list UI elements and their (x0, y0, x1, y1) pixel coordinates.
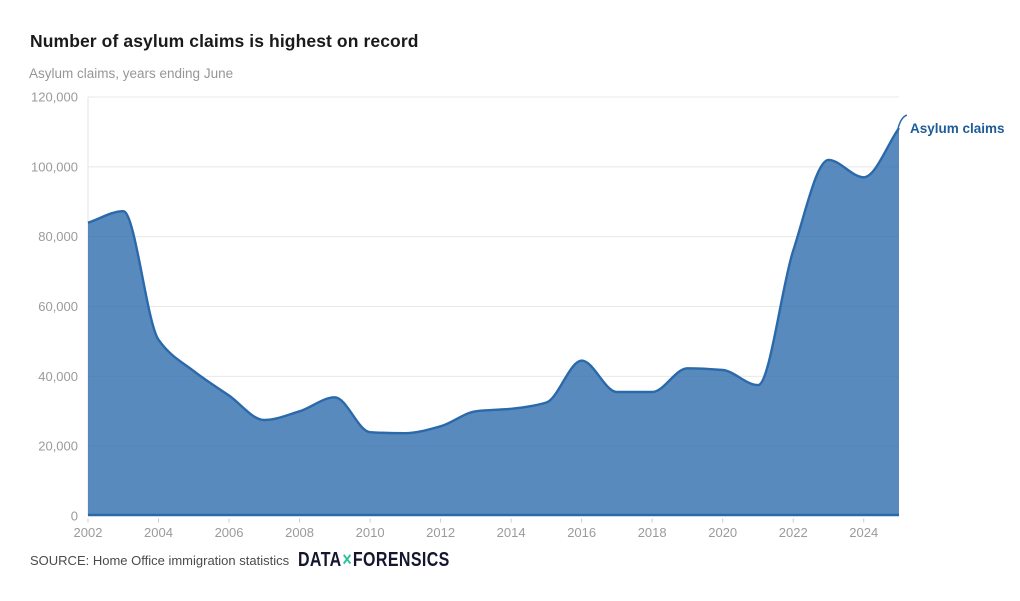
logo-x-icon: × (342, 548, 353, 571)
source-text: SOURCE: Home Office immigration statisti… (30, 552, 290, 568)
logo-forensics-word: FORENSICS (353, 548, 450, 571)
x-axis-tick-label: 2016 (567, 525, 596, 540)
x-axis-tick-label: 2008 (285, 525, 314, 540)
y-axis-tick-label: 40,000 (38, 369, 78, 384)
x-axis-ticks (87, 518, 865, 523)
y-axis-tick-label: 120,000 (31, 90, 78, 105)
series-line (87, 127, 900, 435)
y-axis-tick-label: 0 (71, 509, 78, 524)
x-axis-tick-label: 2024 (849, 525, 878, 540)
y-axis-tick-label: 80,000 (38, 229, 78, 244)
y-axis-tick-label: 60,000 (38, 299, 78, 314)
legend-connector-line (896, 114, 908, 134)
y-axis-tick-label: 20,000 (38, 439, 78, 454)
x-axis-labels: 2002 2004 2006 2008 2010 2012 2014 2016 2018 2020… (74, 525, 879, 540)
series-label: Asylum claims (910, 121, 1005, 136)
x-axis-tick-label: 2012 (426, 525, 455, 540)
area-fill (88, 128, 899, 516)
y-axis-tick-label: 100,000 (31, 159, 78, 174)
x-axis-tick-label: 2004 (144, 525, 173, 540)
chart-title: Number of asylum claims is highest on re… (30, 31, 419, 51)
x-axis-tick-label: 2022 (779, 525, 808, 540)
x-axis-tick-label: 2020 (708, 525, 737, 540)
x-axis-tick-label: 2002 (74, 525, 103, 540)
dataforensics-logo: DATA×FORENSICS (298, 548, 450, 572)
x-axis-tick-label: 2018 (638, 525, 667, 540)
logo-data-word: DATA (298, 548, 342, 571)
x-axis-tick-label: 2014 (497, 525, 526, 540)
y-axis-labels: 0 20,000 40,000 60,000 80,000 100,000 120,000 (31, 90, 78, 524)
chart-subtitle: Asylum claims, years ending June (29, 66, 234, 81)
x-axis-tick-label: 2006 (215, 525, 244, 540)
source-row: SOURCE: Home Office immigration statisti… (30, 548, 493, 572)
x-axis-tick-label: 2010 (356, 525, 385, 540)
